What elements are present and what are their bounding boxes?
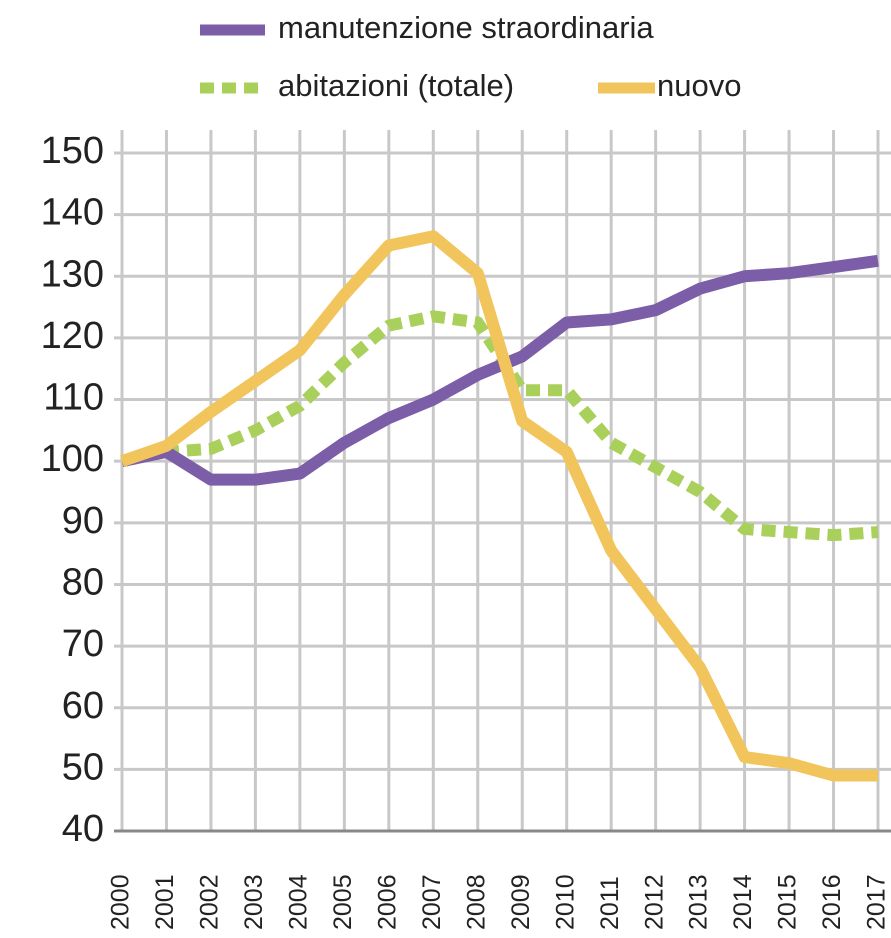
- y-tick-label: 140: [41, 192, 104, 234]
- y-tick-label: 130: [41, 253, 104, 295]
- x-tick-label: 2017: [863, 874, 891, 930]
- y-tick-label: 80: [62, 561, 104, 603]
- y-tick-label: 60: [62, 685, 104, 727]
- x-tick-label: 2013: [685, 874, 713, 930]
- y-tick-label: 110: [43, 377, 104, 419]
- x-tick-label: 2007: [418, 874, 446, 930]
- x-tick-label: 2011: [596, 876, 624, 930]
- y-tick-label: 100: [41, 438, 104, 480]
- x-tick-label: 2016: [818, 874, 846, 930]
- x-tick-label: 2015: [774, 874, 802, 930]
- legend-label: nuovo: [657, 68, 741, 103]
- x-tick-label: 2004: [284, 874, 312, 930]
- y-tick-label: 40: [62, 808, 104, 850]
- x-tick-label: 2003: [240, 874, 268, 930]
- y-tick-label: 120: [41, 315, 104, 357]
- y-tick-label: 90: [62, 500, 104, 542]
- x-tick-label: 2008: [462, 874, 490, 930]
- x-tick-label: 2009: [507, 874, 535, 930]
- x-tick-label: 2010: [551, 874, 579, 930]
- x-tick-label: 2014: [729, 874, 757, 930]
- x-tick-label: 2006: [373, 874, 401, 930]
- series-line: [120, 230, 878, 782]
- x-tick-label: 2000: [107, 874, 135, 930]
- y-tick-label: 70: [62, 623, 104, 665]
- x-tick-label: 2002: [196, 874, 224, 930]
- series-line: [120, 310, 879, 542]
- legend-label: abitazioni (totale): [278, 68, 514, 103]
- y-tick-label: 50: [62, 746, 104, 788]
- legend-label: manutenzione straordinaria: [278, 10, 654, 45]
- series-line: [120, 254, 879, 486]
- x-tick-label: 2001: [151, 874, 179, 930]
- y-tick-label: 150: [41, 130, 104, 172]
- x-tick-label: 2012: [640, 874, 668, 930]
- x-tick-label: 2005: [329, 874, 357, 930]
